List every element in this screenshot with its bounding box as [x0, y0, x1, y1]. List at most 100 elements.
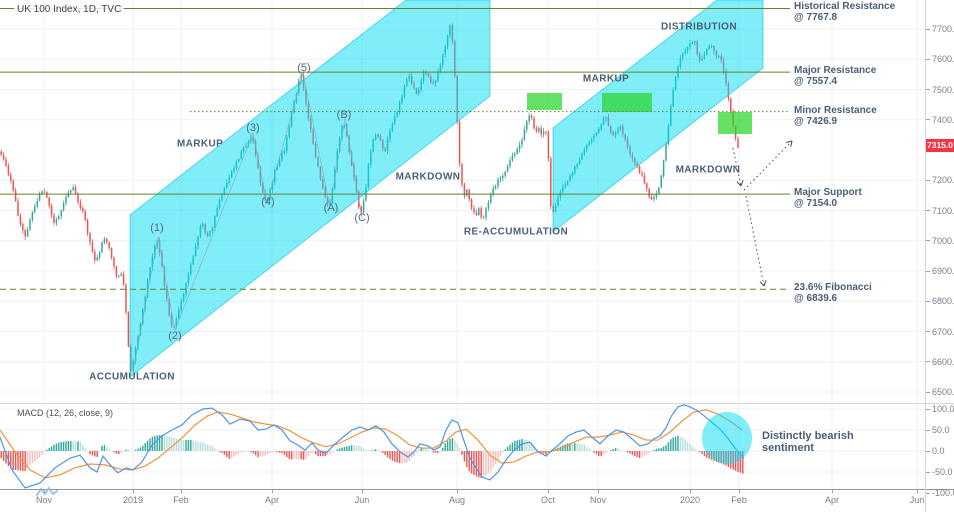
macd-legend[interactable]: MACD (12, 26, close, 9)	[15, 408, 116, 418]
time-axis-label[interactable]: Jun	[909, 495, 925, 505]
sentiment-note: Distinctly bearish sentiment	[762, 430, 854, 454]
time-tick-mark	[690, 489, 691, 493]
time-axis-label[interactable]: Oct	[540, 495, 556, 505]
forecast-arrowhead	[759, 281, 765, 287]
level-name: Minor Resistance	[794, 104, 877, 116]
forecast-arrow[interactable]	[745, 195, 765, 287]
price-axis-label[interactable]: 7100.0	[932, 205, 954, 216]
price-tick-mark	[926, 270, 930, 272]
phase-label-markdown: MARKDOWN	[675, 164, 741, 176]
macd-axis-label[interactable]: -100.0	[932, 488, 954, 498]
time-axis-label[interactable]: Jun	[354, 495, 370, 505]
level-label: Major Resistance @ 7557.4	[794, 65, 876, 87]
macd-tick-mark	[926, 492, 930, 494]
time-axis-label[interactable]: Nov	[35, 495, 53, 505]
price-axis-label[interactable]: 7700.0	[932, 24, 954, 34]
wave-label: (3)	[246, 122, 260, 134]
price-tick-mark	[926, 28, 930, 30]
macd-tick-mark	[926, 429, 930, 431]
forecast-arrowhead	[790, 140, 793, 147]
level-label: Historical Resistance @ 7767.8	[794, 1, 895, 23]
price-axis-label[interactable]: 7200.0	[932, 175, 954, 186]
last-price-badge: 7315.0	[926, 139, 954, 152]
bearish-highlight-ellipse[interactable]	[702, 412, 752, 464]
forecast-arrow[interactable]	[743, 140, 793, 191]
level-price: @ 7767.8	[794, 12, 838, 24]
wave-label: (A)	[323, 202, 339, 214]
time-tick-mark	[598, 489, 599, 493]
time-tick-mark	[181, 489, 182, 493]
phase-label-reaccumulation: RE-ACCUMULATION	[463, 226, 569, 238]
time-axis-label[interactable]: Apr	[264, 495, 280, 505]
time-tick-mark	[362, 489, 363, 493]
time-axis-label[interactable]: Nov	[589, 495, 607, 505]
tradingview-watermark-icon	[36, 486, 58, 496]
sentiment-note-line1: Distinctly bearish	[762, 430, 854, 442]
forecast-arrowhead	[740, 180, 744, 187]
macd-axis-label[interactable]: 50.0	[932, 425, 950, 435]
phase-label-markup: MARKUP	[176, 138, 224, 150]
supply-zone-box[interactable]	[527, 93, 562, 110]
level-label: Minor Resistance @ 7426.9	[794, 105, 877, 127]
sentiment-note-line2: sentiment	[762, 442, 814, 454]
forecast-arrowhead	[786, 140, 793, 143]
macd-line	[0, 404, 745, 489]
price-axis-label[interactable]: 6500.0	[932, 387, 954, 397]
time-axis-label[interactable]: Aug	[448, 495, 466, 505]
price-axis-label[interactable]: 6900.0	[932, 266, 954, 276]
macd-axis-label[interactable]: 100.0	[932, 404, 954, 414]
wave-label: (B)	[336, 109, 352, 121]
time-axis-label[interactable]: Feb	[731, 495, 747, 505]
price-tick-mark	[926, 240, 930, 242]
price-tick-mark	[926, 179, 930, 181]
time-axis-label[interactable]: 2019	[122, 495, 144, 505]
time-tick-mark	[272, 489, 273, 493]
price-tick-mark	[926, 210, 930, 211]
time-axis-label[interactable]: 2020	[679, 495, 701, 505]
macd-tick-mark	[926, 450, 930, 452]
price-axis-label[interactable]: 6600.0	[932, 356, 954, 367]
wave-label: (1)	[150, 222, 164, 234]
forecast-arrow[interactable]	[732, 147, 742, 187]
price-tick-mark	[926, 58, 930, 60]
price-axis-label[interactable]: 7000.0	[932, 235, 954, 246]
supply-zone-box[interactable]	[718, 112, 752, 134]
time-tick-mark	[44, 489, 45, 493]
level-name: 23.6% Fibonacci	[794, 282, 872, 294]
trend-channel[interactable]	[129, 0, 491, 379]
time-axis-label[interactable]: Apr	[824, 495, 840, 505]
symbol-legend[interactable]: UK 100 Index, 1D, TVC	[14, 4, 125, 15]
forecast-arrowhead	[763, 280, 767, 287]
time-tick-mark	[739, 489, 740, 493]
price-axis-label[interactable]: 6800.0	[932, 296, 954, 307]
macd-tick-mark	[926, 408, 930, 410]
level-price: @ 7557.4	[794, 76, 838, 88]
price-tick-mark	[926, 300, 930, 302]
trend-channel[interactable]	[552, 0, 764, 234]
supply-zone-box[interactable]	[602, 93, 652, 112]
price-tick-mark	[926, 89, 930, 90]
price-tick-mark	[926, 331, 930, 332]
time-tick-mark	[832, 489, 833, 493]
level-label: 23.6% Fibonacci @ 6839.6	[794, 282, 872, 304]
price-axis-label[interactable]: 7400.0	[932, 114, 954, 125]
price-axis-label[interactable]: 7600.0	[932, 54, 954, 65]
price-axis-label[interactable]: 7500.0	[932, 84, 954, 95]
macd-axis-label[interactable]: 0.0	[932, 446, 945, 456]
price-tick-mark	[926, 391, 930, 393]
wave-label: (4)	[261, 196, 275, 208]
phase-label-markup: MARKUP	[582, 73, 630, 85]
price-tick-mark	[926, 119, 930, 121]
level-label: Major Support @ 7154.0	[794, 187, 862, 209]
macd-indicator	[0, 404, 745, 489]
time-axis-label[interactable]: Feb	[173, 495, 189, 505]
level-price: @ 6839.6	[794, 293, 838, 305]
phase-label-accumulation: ACCUMULATION	[89, 371, 175, 383]
price-axis-label[interactable]: 6700.0	[932, 326, 954, 337]
macd-signal-line	[0, 409, 743, 479]
macd-axis-label[interactable]: -50.0	[932, 467, 953, 477]
level-price: @ 7154.0	[794, 198, 838, 210]
wave-label: (5)	[297, 62, 311, 74]
